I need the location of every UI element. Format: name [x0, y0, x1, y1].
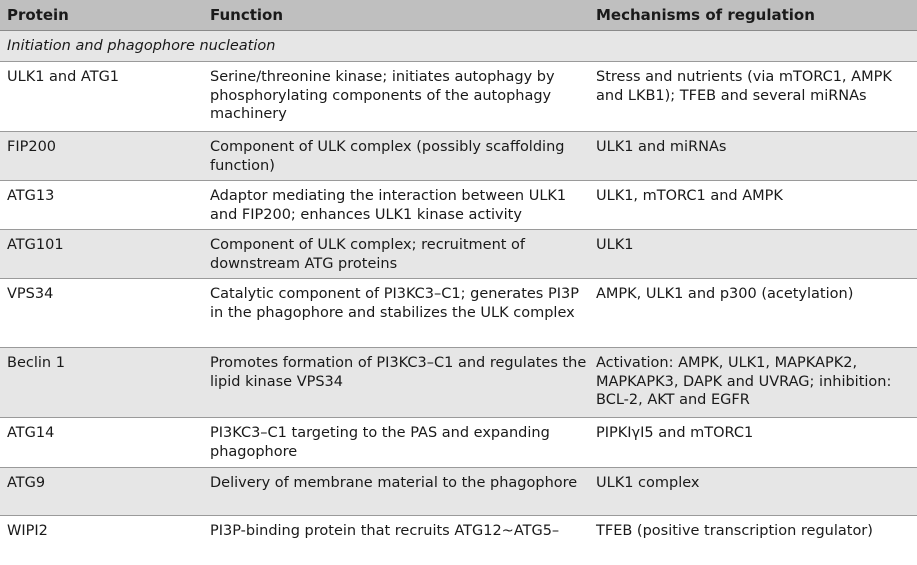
cell-protein: WIPI2 — [7, 523, 48, 539]
cell-mechanism: PIPKIγI5 and mTORC1 — [596, 425, 754, 441]
cell-mechanism: ULK1, mTORC1 and AMPK — [596, 188, 783, 204]
table-row: Beclin 1 Promotes formation of PI3KC3–C1… — [0, 348, 917, 418]
table-row: ATG9 Delivery of membrane material to th… — [0, 468, 917, 516]
header-mechanisms: Mechanisms of regulation — [596, 6, 815, 24]
header-protein: Protein — [7, 6, 69, 24]
cell-function: Serine/threonine kinase; initiates autop… — [210, 69, 555, 122]
table-row: ATG13 Adaptor mediating the interaction … — [0, 181, 917, 230]
cell-function: Adaptor mediating the interaction betwee… — [210, 188, 567, 223]
cell-protein: ATG14 — [7, 425, 55, 441]
cell-mechanism: ULK1 — [596, 237, 634, 253]
cell-function: Catalytic component of PI3KC3–C1; genera… — [210, 286, 579, 321]
section-heading: Initiation and phagophore nucleation — [0, 31, 917, 62]
cell-protein: FIP200 — [7, 139, 57, 155]
cell-mechanism: ULK1 complex — [596, 475, 700, 491]
table-row: ATG14 PI3KC3–C1 targeting to the PAS and… — [0, 418, 917, 468]
table-row: VPS34 Catalytic component of PI3KC3–C1; … — [0, 279, 917, 348]
cell-function: Component of ULK complex (possibly scaff… — [210, 139, 565, 174]
cell-mechanism: Activation: AMPK, ULK1, MAPKAPK2, MAPKAP… — [596, 355, 892, 408]
cell-mechanism: ULK1 and miRNAs — [596, 139, 727, 155]
cell-function: PI3P-binding protein that recruits ATG12… — [210, 523, 560, 539]
cell-protein: Beclin 1 — [7, 355, 65, 371]
header-function: Function — [210, 6, 284, 24]
cell-mechanism: Stress and nutrients (via mTORC1, AMPK a… — [596, 69, 892, 104]
cell-function: Component of ULK complex; recruitment of… — [210, 237, 526, 272]
cell-protein: ATG9 — [7, 475, 46, 491]
cell-protein: VPS34 — [7, 286, 54, 302]
cell-protein: ATG13 — [7, 188, 55, 204]
cell-mechanism: AMPK, ULK1 and p300 (acetylation) — [596, 286, 854, 302]
cell-mechanism: TFEB (positive transcription regulator) — [596, 523, 873, 539]
table-header: Protein Function Mechanisms of regulatio… — [0, 0, 917, 31]
table-row: WIPI2 PI3P-binding protein that recruits… — [0, 516, 917, 556]
cell-function: PI3KC3–C1 targeting to the PAS and expan… — [210, 425, 550, 460]
table-row: FIP200 Component of ULK complex (possibl… — [0, 132, 917, 181]
cell-protein: ATG101 — [7, 237, 64, 253]
cell-function: Delivery of membrane material to the pha… — [210, 475, 578, 491]
cell-function: Promotes formation of PI3KC3–C1 and regu… — [210, 355, 587, 390]
table-row: ULK1 and ATG1 Serine/threonine kinase; i… — [0, 62, 917, 132]
table-row: ATG101 Component of ULK complex; recruit… — [0, 230, 917, 279]
cell-protein: ULK1 and ATG1 — [7, 69, 120, 85]
